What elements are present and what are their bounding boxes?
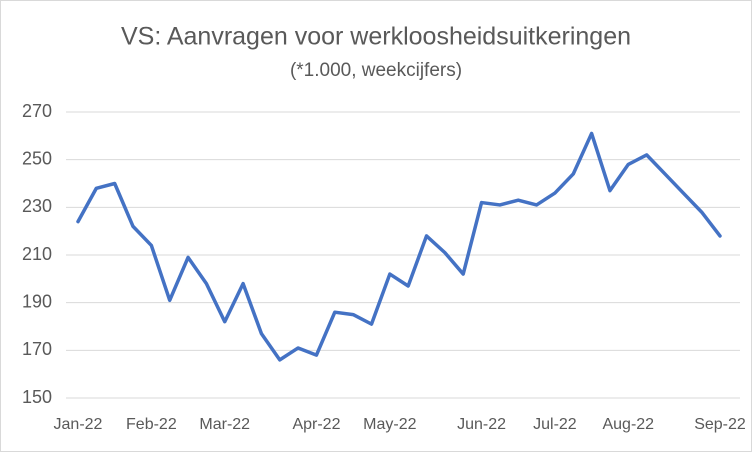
y-tick-label: 170	[22, 339, 52, 359]
x-tick-label: Apr-22	[292, 416, 340, 433]
y-tick-label: 150	[22, 387, 52, 407]
x-tick-label: Sep-22	[694, 416, 746, 433]
x-tick-label: Jul-22	[533, 416, 577, 433]
x-tick-label: Mar-22	[199, 416, 250, 433]
x-tick-label: Feb-22	[126, 416, 177, 433]
x-tick-label: Aug-22	[602, 416, 654, 433]
chart-title: VS: Aanvragen voor werkloosheidsuitkerin…	[121, 23, 631, 51]
y-tick-label: 210	[22, 244, 52, 264]
y-tick-label: 270	[22, 101, 52, 121]
y-tick-label: 250	[22, 148, 52, 168]
x-tick-label: Jun-22	[457, 416, 506, 433]
data-line	[76, 131, 722, 362]
chart-subtitle: (*1.000, weekcijfers)	[290, 60, 462, 81]
y-tick-label: 190	[22, 291, 52, 311]
x-tick-label: Jan-22	[54, 416, 103, 433]
x-tick-label: May-22	[363, 416, 416, 433]
y-tick-label: 230	[22, 196, 52, 216]
